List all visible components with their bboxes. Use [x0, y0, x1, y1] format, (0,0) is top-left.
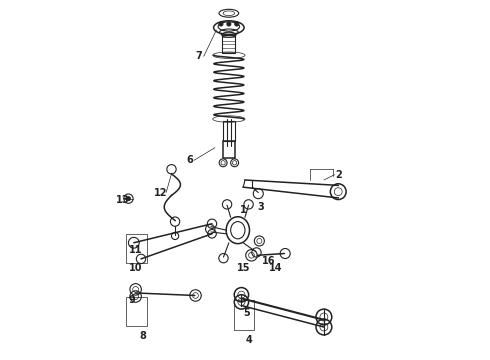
Text: 12: 12: [154, 188, 168, 198]
Bar: [222, 35, 235, 53]
Text: 8: 8: [139, 331, 146, 341]
Bar: [126, 297, 147, 326]
Bar: [234, 301, 254, 330]
Circle shape: [227, 22, 231, 26]
Text: 7: 7: [195, 51, 202, 61]
Text: 2: 2: [335, 170, 342, 180]
Text: 5: 5: [244, 308, 250, 318]
Circle shape: [219, 22, 223, 26]
Text: 9: 9: [129, 295, 135, 305]
Text: 15: 15: [237, 263, 250, 273]
Text: 4: 4: [245, 334, 252, 345]
Circle shape: [126, 197, 131, 201]
Text: 1: 1: [240, 206, 246, 216]
Bar: [223, 141, 235, 158]
Text: 3: 3: [258, 202, 265, 212]
Text: 11: 11: [129, 245, 143, 255]
Circle shape: [235, 22, 239, 26]
Text: 13: 13: [116, 195, 130, 205]
Text: 14: 14: [269, 263, 282, 273]
Bar: [223, 121, 235, 140]
Text: 6: 6: [186, 155, 193, 165]
Bar: [126, 234, 147, 263]
Text: 10: 10: [129, 263, 143, 273]
Text: 16: 16: [262, 256, 275, 266]
